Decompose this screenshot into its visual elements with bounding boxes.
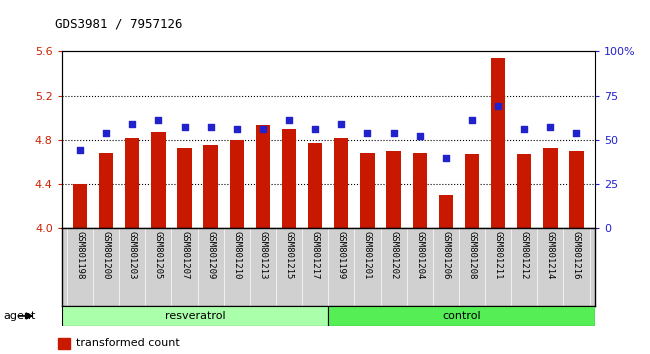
Point [153,118,164,123]
Point [75,148,85,153]
Bar [386,151,401,228]
Text: GSM801201: GSM801201 [363,231,372,279]
Bar [151,132,166,228]
Text: GSM801209: GSM801209 [206,231,215,279]
Bar [543,148,558,228]
Text: GSM801211: GSM801211 [493,231,502,279]
Bar [73,184,87,228]
Bar [255,125,270,228]
Bar [177,148,192,228]
Bar [439,195,453,228]
Text: GSM801205: GSM801205 [154,231,163,279]
Bar [334,138,348,228]
Text: GSM801202: GSM801202 [389,231,398,279]
Point [545,125,556,130]
Bar [308,143,322,228]
Bar [413,153,427,228]
Point [310,126,320,132]
Bar [229,140,244,228]
Text: GSM801215: GSM801215 [285,231,294,279]
Text: GSM801217: GSM801217 [311,231,320,279]
Text: GSM801204: GSM801204 [415,231,424,279]
Point [258,126,268,132]
Text: agent: agent [3,311,36,321]
Text: GSM801216: GSM801216 [572,231,581,279]
Bar [491,58,505,228]
Text: GSM801212: GSM801212 [520,231,528,279]
Point [441,155,451,160]
Point [231,126,242,132]
Text: GSM801214: GSM801214 [546,231,555,279]
Bar [569,151,584,228]
Point [336,121,346,127]
Text: GSM801199: GSM801199 [337,231,346,279]
Point [101,130,111,136]
Bar [360,153,374,228]
Text: GSM801200: GSM801200 [101,231,111,279]
Point [179,125,190,130]
Bar [58,338,70,349]
Bar [465,154,479,228]
Point [127,121,138,127]
Point [467,118,477,123]
Text: GSM801207: GSM801207 [180,231,189,279]
Bar [517,154,532,228]
Point [362,130,372,136]
Point [519,126,529,132]
Text: resveratrol: resveratrol [164,311,226,321]
Point [388,130,398,136]
Bar [203,145,218,228]
Text: GSM801206: GSM801206 [441,231,450,279]
Text: GDS3981 / 7957126: GDS3981 / 7957126 [55,17,183,30]
Point [571,130,582,136]
Text: transformed count: transformed count [76,338,180,348]
Text: GSM801213: GSM801213 [259,231,267,279]
Bar [282,129,296,228]
Point [284,118,294,123]
Bar [99,153,113,228]
Bar [125,138,140,228]
Text: control: control [442,311,481,321]
Point [493,103,503,109]
Point [205,125,216,130]
Bar [62,306,328,326]
Text: GSM801203: GSM801203 [128,231,136,279]
Text: GSM801208: GSM801208 [467,231,476,279]
Point [415,133,425,139]
Text: GSM801210: GSM801210 [232,231,241,279]
Bar [328,306,595,326]
Text: GSM801198: GSM801198 [75,231,84,279]
